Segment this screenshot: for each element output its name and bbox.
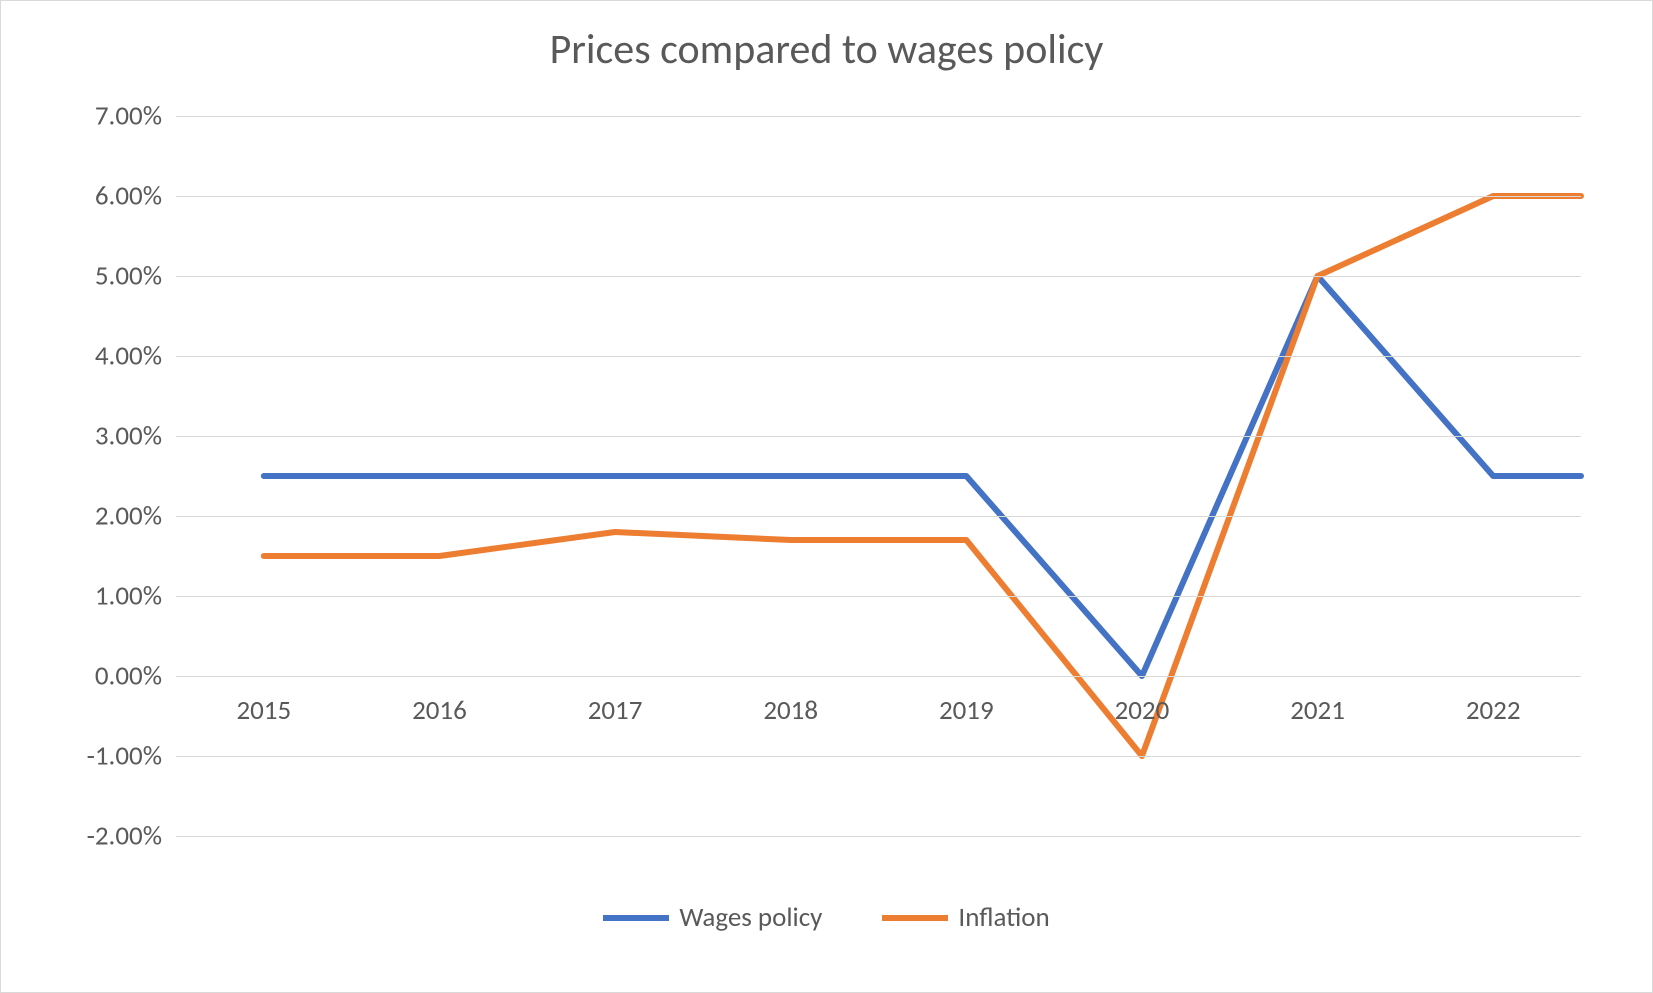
chart-lines-svg <box>176 116 1581 836</box>
gridline <box>176 356 1581 357</box>
chart-legend: Wages policy Inflation <box>16 901 1637 934</box>
x-tick-label: 2020 <box>1115 694 1170 727</box>
chart-title: Prices compared to wages policy <box>16 24 1637 75</box>
legend-swatch <box>603 915 669 921</box>
legend-swatch <box>882 915 948 921</box>
gridline <box>176 836 1581 837</box>
y-tick-label: 7.00% <box>95 100 176 133</box>
series-line <box>264 276 1581 676</box>
y-tick-label: -1.00% <box>87 740 176 773</box>
y-tick-label: -2.00% <box>87 820 176 853</box>
y-tick-label: 5.00% <box>95 260 176 293</box>
gridline <box>176 436 1581 437</box>
gridline <box>176 676 1581 677</box>
x-tick-label: 2021 <box>1290 694 1345 727</box>
chart-outer-border: Prices compared to wages policy -2.00%-1… <box>0 0 1653 993</box>
legend-item: Inflation <box>882 901 1049 934</box>
chart-container: Prices compared to wages policy -2.00%-1… <box>16 16 1637 977</box>
y-tick-label: 4.00% <box>95 340 176 373</box>
y-tick-label: 1.00% <box>95 580 176 613</box>
gridline <box>176 756 1581 757</box>
legend-item: Wages policy <box>603 901 822 934</box>
gridline <box>176 596 1581 597</box>
legend-label: Inflation <box>958 901 1049 934</box>
x-tick-label: 2017 <box>588 694 643 727</box>
x-tick-label: 2022 <box>1466 694 1521 727</box>
y-tick-label: 3.00% <box>95 420 176 453</box>
gridline <box>176 516 1581 517</box>
y-tick-label: 6.00% <box>95 180 176 213</box>
gridline <box>176 116 1581 117</box>
x-tick-label: 2019 <box>939 694 994 727</box>
legend-label: Wages policy <box>679 901 822 934</box>
x-tick-label: 2016 <box>412 694 467 727</box>
gridline <box>176 196 1581 197</box>
x-tick-label: 2015 <box>236 694 291 727</box>
x-tick-label: 2018 <box>763 694 818 727</box>
y-tick-label: 0.00% <box>95 660 176 693</box>
gridline <box>176 276 1581 277</box>
plot-area: -2.00%-1.00%0.00%1.00%2.00%3.00%4.00%5.0… <box>176 116 1581 836</box>
y-tick-label: 2.00% <box>95 500 176 533</box>
